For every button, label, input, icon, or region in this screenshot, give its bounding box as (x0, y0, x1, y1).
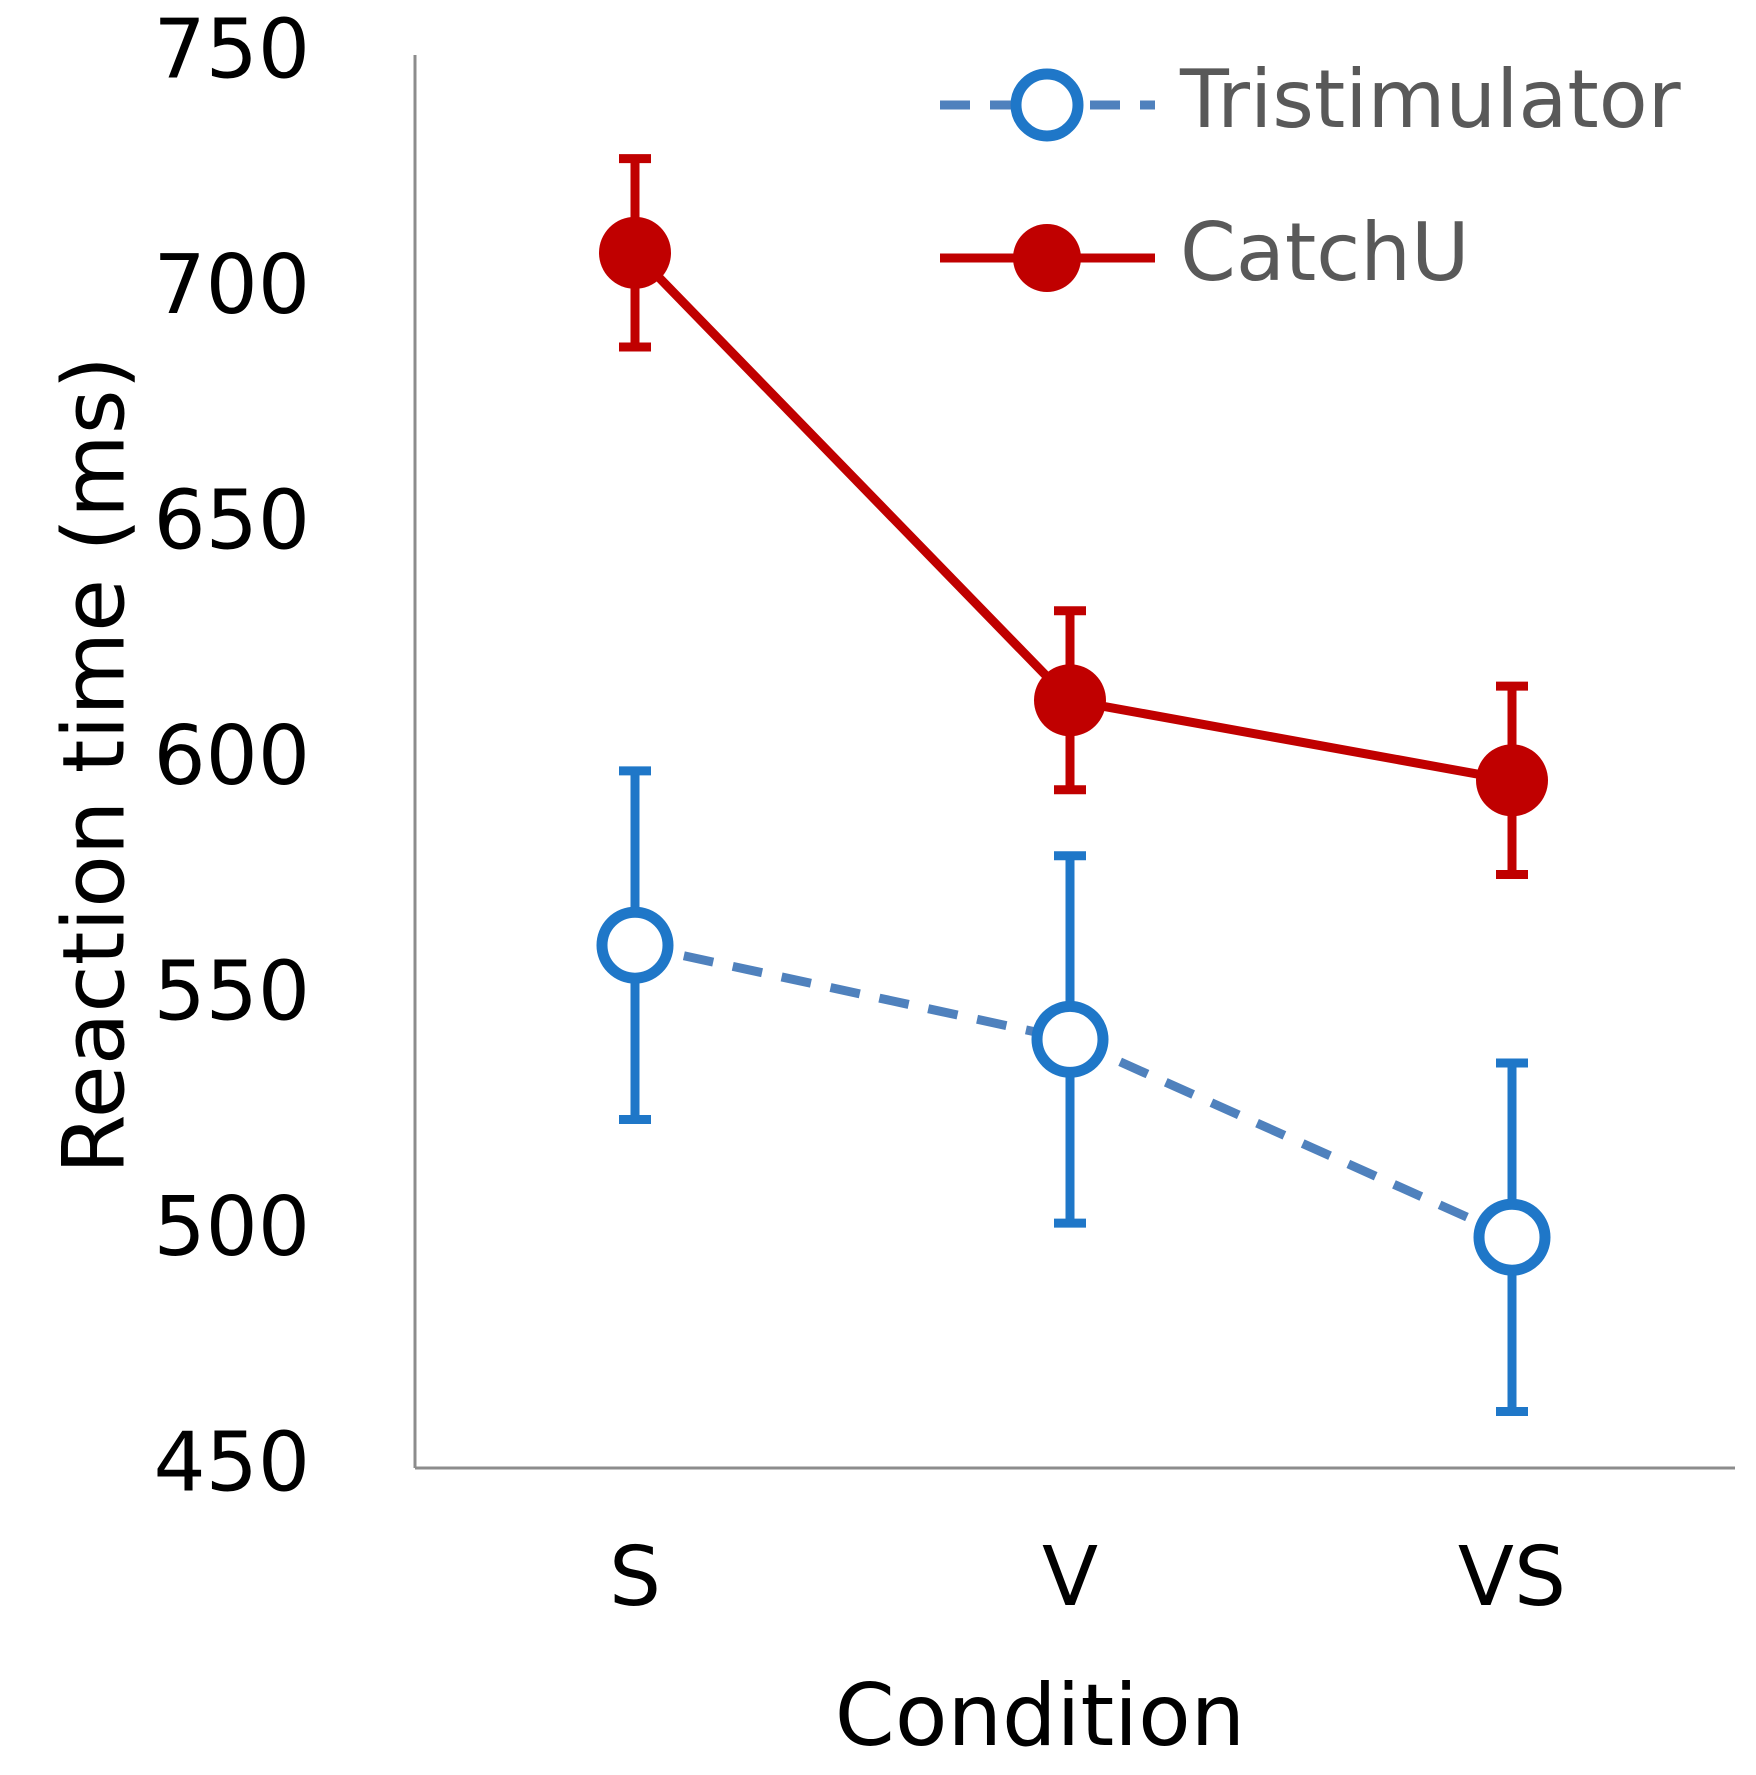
x-tick-label: VS (1458, 1530, 1566, 1625)
x-tick-label: S (609, 1530, 661, 1625)
y-tick-label: 450 (153, 1415, 310, 1510)
legend-marker (1013, 224, 1081, 292)
data-point (1031, 1000, 1109, 1078)
series-catchu (599, 154, 1548, 880)
series-layer (596, 154, 1551, 1416)
legend-item: CatchU (940, 206, 1470, 299)
x-axis-title: Condition (835, 1666, 1245, 1766)
series-tristimulator (596, 766, 1551, 1416)
y-tick-label: 550 (153, 944, 310, 1039)
legend-marker (1010, 68, 1084, 142)
y-axis-title: Reaction time (ms) (44, 356, 144, 1174)
y-tick-label: 650 (153, 473, 310, 568)
data-point (1476, 744, 1548, 817)
legend-label: Tristimulator (1179, 53, 1681, 146)
x-axis-ticks: S V VS (609, 1530, 1566, 1625)
data-point (1473, 1198, 1551, 1276)
data-point (599, 216, 671, 289)
y-tick-label: 600 (153, 709, 310, 804)
series-line (634, 940, 1514, 1242)
data-point (1034, 664, 1106, 737)
legend-item: Tristimulator (940, 53, 1681, 146)
legend-label: CatchU (1180, 206, 1470, 299)
data-point (596, 906, 674, 984)
legend: Tristimulator CatchU (940, 53, 1681, 299)
y-tick-label: 750 (153, 2, 310, 97)
y-axis-ticks: 450 500 550 600 650 700 750 (153, 2, 310, 1510)
y-tick-label: 500 (153, 1180, 310, 1275)
y-tick-label: 700 (153, 238, 310, 333)
x-tick-label: V (1042, 1530, 1098, 1625)
